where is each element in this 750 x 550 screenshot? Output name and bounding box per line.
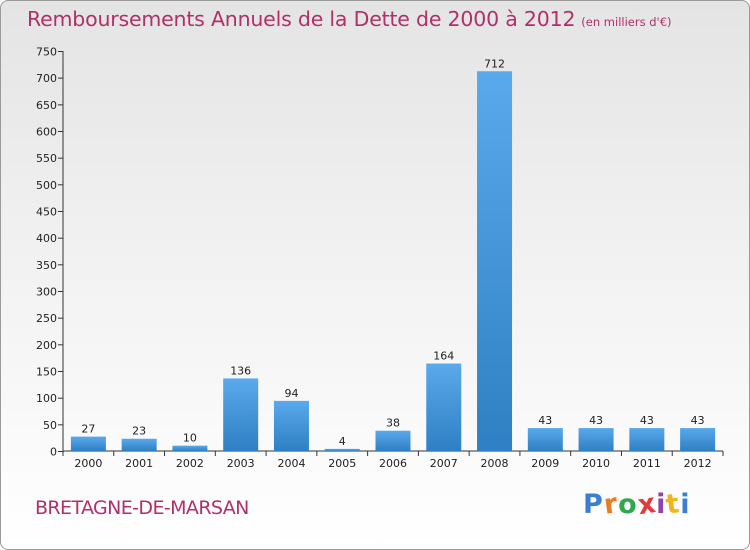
y-tick-label: 550 [36,152,57,165]
x-tick-label: 2001 [125,457,153,470]
y-tick-label: 350 [36,259,57,272]
bar-2004 [273,400,309,451]
x-tick-label: 2006 [379,457,407,470]
y-tick-label: 250 [36,312,57,325]
value-label-2002: 10 [183,432,197,445]
value-label-2004: 94 [284,387,298,400]
value-label-2005: 4 [339,435,346,448]
y-tick-label: 50 [43,419,57,432]
bar-2007 [426,363,462,451]
y-tick-label: 400 [36,232,57,245]
y-tick-label: 450 [36,206,57,219]
x-tick-label: 2010 [582,457,610,470]
logo-letter: i [656,489,667,520]
x-tick-label: 2002 [176,457,204,470]
bar-2006 [375,430,411,451]
value-label-2003: 136 [230,364,251,377]
proxiti-logo: Proxiti [583,487,691,522]
commune-name: BRETAGNE-DE-MARSAN [35,497,249,519]
value-label-2012: 43 [691,414,705,427]
y-tick-label: 0 [50,446,57,459]
axes: 0 50 100 150 200 250 300 350 400 450 500 550 600 650 7… [36,46,724,470]
logo-letter: P [583,489,604,520]
x-tick-label: 2003 [227,457,255,470]
bar-2005 [324,448,360,451]
x-tick-label: 2011 [633,457,661,470]
y-tick-label: 200 [36,339,57,352]
value-label-2009: 43 [538,414,552,427]
value-label-2008: 712 [484,57,505,70]
x-tick-label: 2012 [684,457,712,470]
value-label-2006: 38 [386,417,400,430]
x-tick-label: 2009 [531,457,559,470]
bar-2003 [223,378,259,451]
chart-title: Remboursements Annuels de la Dette de 20… [27,7,672,31]
x-tick-label: 2005 [328,457,356,470]
bar-2002 [172,445,208,451]
y-tick-label: 150 [36,366,57,379]
value-label-2000: 27 [81,423,95,436]
x-tick-label: 2004 [277,457,305,470]
logo-letter: x [635,487,659,522]
value-label-2010: 43 [589,414,603,427]
y-tick-label: 750 [36,46,57,59]
data-labels: 27 23 10 136 94 4 38 164 712 43 43 43 43 [81,57,704,448]
y-tick-label: 300 [36,286,57,299]
bars [70,71,716,452]
logo-letter: i [680,489,691,520]
x-tick-label: 2008 [481,457,509,470]
bar-2001 [121,438,157,451]
chart-title-text: Remboursements Annuels de la Dette de 20… [27,7,576,31]
y-tick-label: 650 [36,99,57,112]
logo-letter: o [618,489,638,520]
bar-2008 [477,71,513,452]
value-label-2011: 43 [640,414,654,427]
bar-2009 [527,428,563,451]
bar-2000 [70,436,106,451]
x-tick-label: 2000 [74,457,102,470]
x-tick-label: 2007 [430,457,458,470]
y-tick-label: 600 [36,126,57,139]
value-label-2001: 23 [132,425,146,438]
y-tick-label: 700 [36,72,57,85]
value-label-2007: 164 [433,350,454,363]
bar-2012 [680,428,716,451]
y-tick-label: 500 [36,179,57,192]
bar-2010 [578,428,614,451]
chart-subtitle: (en milliers d'€) [581,15,672,29]
y-tick-label: 100 [36,392,57,405]
bar-2011 [629,428,665,451]
